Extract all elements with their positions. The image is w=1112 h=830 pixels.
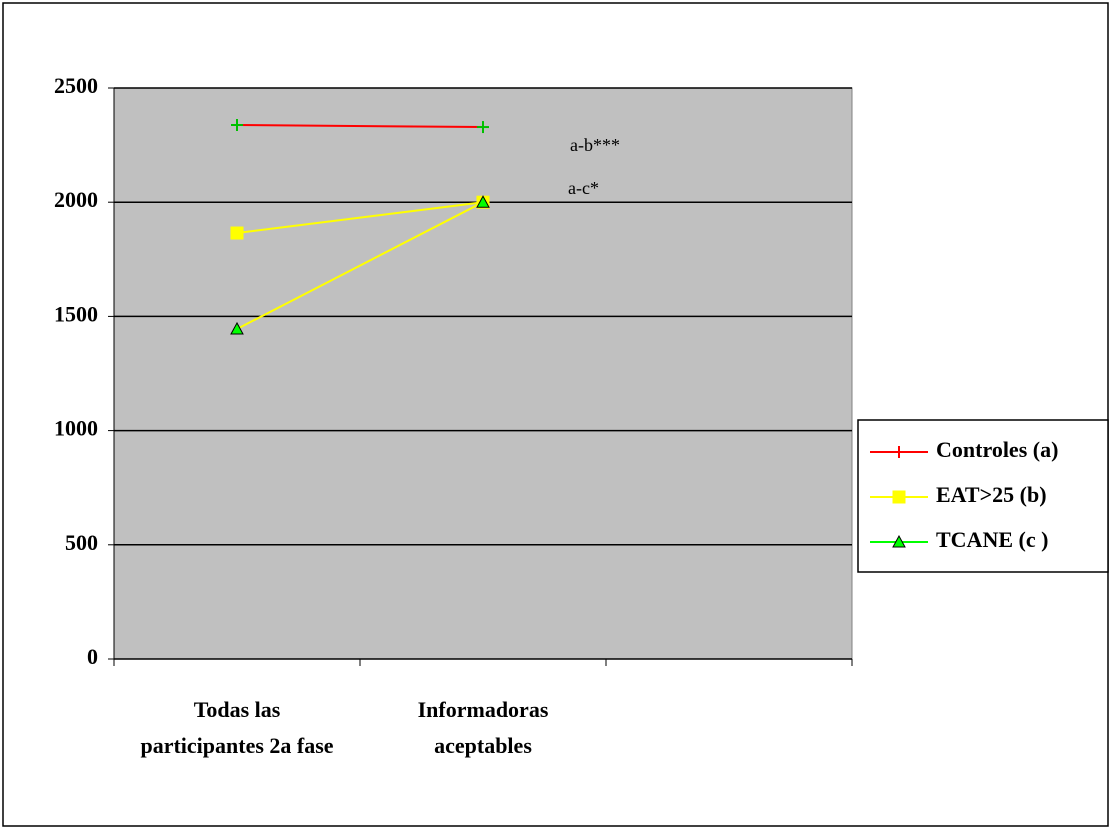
y-tick-label: 0 — [87, 644, 98, 669]
data-point — [231, 119, 243, 132]
legend-marker — [893, 446, 905, 458]
data-point — [476, 195, 490, 208]
annotation: a-c* — [568, 178, 599, 198]
y-tick-label: 2500 — [54, 73, 98, 98]
series-line — [236, 124, 484, 129]
y-tick-label: 2000 — [54, 187, 98, 212]
x-tick-label: Todas las participantes 2a fase — [140, 697, 334, 758]
data-point — [477, 121, 489, 134]
legend-marker — [892, 490, 906, 504]
legend-label: TCANE (c ) — [936, 527, 1048, 552]
x-tick-label: Informadoras aceptables — [417, 697, 549, 758]
y-tick-label: 500 — [65, 530, 98, 555]
data-point — [230, 226, 244, 240]
y-tick-label: 1000 — [54, 416, 98, 441]
series-line — [236, 201, 484, 235]
legend-label: EAT>25 (b) — [936, 482, 1047, 507]
annotation: a-b*** — [570, 135, 620, 155]
legend-label: Controles (a) — [936, 437, 1058, 462]
data-point — [230, 321, 244, 335]
legend-marker — [892, 534, 906, 548]
y-tick-label: 1500 — [54, 301, 98, 326]
plot-area — [113, 87, 853, 660]
series-line — [236, 201, 484, 330]
